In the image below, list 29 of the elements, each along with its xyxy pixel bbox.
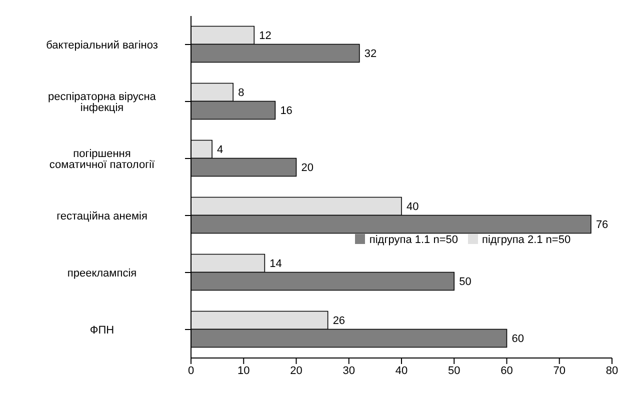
data-label: 16	[280, 105, 292, 118]
data-label: 4	[217, 144, 224, 156]
legend-label: підгрупа 2.1 n=50	[482, 234, 571, 246]
x-tick-label: 70	[553, 364, 566, 377]
legend-label: підгрупа 1.1 n=50	[369, 234, 458, 246]
x-tick-label: 30	[342, 364, 355, 377]
y-tick-label: респіраторна вірусна інфекція	[48, 90, 157, 114]
x-tick-label: 0	[188, 364, 194, 377]
y-tick-label: погіршення соматичної патології	[49, 148, 155, 171]
x-tick-label: 80	[606, 364, 618, 377]
x-tick-label: 20	[290, 364, 302, 377]
data-label: 20	[301, 162, 314, 174]
x-tick-label: 10	[238, 364, 250, 377]
data-label: 76	[596, 219, 608, 232]
data-label: 14	[270, 258, 282, 270]
data-label: 8	[238, 87, 244, 100]
x-tick-label: 40	[395, 364, 408, 377]
data-label: 40	[406, 201, 419, 214]
x-tick-label: 50	[448, 364, 460, 377]
y-tick-label: прееклампсія	[67, 267, 137, 280]
data-label: 26	[332, 315, 346, 328]
data-label: 12	[259, 30, 272, 42]
y-tick-label: ФПН	[90, 324, 114, 336]
data-label: 32	[364, 48, 377, 60]
x-tick-label: 60	[500, 364, 513, 377]
data-label: 50	[459, 276, 472, 288]
data-label: 60	[512, 333, 524, 346]
y-tick-label: бактеріальний вагіноз	[46, 39, 158, 52]
y-tick-label: гестаційна анемія	[56, 210, 148, 222]
